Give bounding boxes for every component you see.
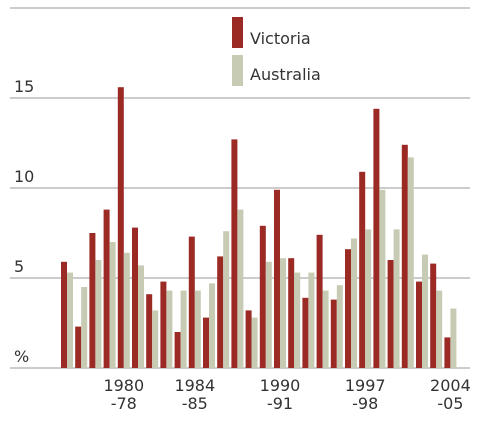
bar [203,317,209,368]
bar [138,265,144,368]
bar [209,283,215,368]
bar [231,139,238,368]
bar [436,290,443,368]
bar [401,144,408,368]
bar [152,310,159,368]
legend-label: Australia [250,65,321,84]
x-tick-label: 2004 -05 [430,376,471,413]
bar [322,290,329,368]
bar [75,326,82,368]
bar [302,297,309,368]
bar [81,287,88,368]
bar [422,254,428,368]
legend-swatch [232,17,243,48]
bar [95,260,102,368]
bar [294,272,301,368]
y-tick-label: 10 [14,167,34,186]
bar [259,225,266,368]
x-tick-label: 1990 -91 [259,376,301,413]
legend-swatch [232,55,243,86]
bar [430,263,437,368]
bar [103,209,110,368]
bar [345,249,351,368]
bar [188,236,195,368]
bar [274,189,280,368]
bar [174,332,181,368]
bar [109,242,116,368]
bar [316,234,323,368]
bar [223,231,230,368]
bar [117,87,124,368]
x-tick-label: 1997 -98 [344,376,386,413]
bar [245,310,252,368]
bar [194,290,201,368]
bar [373,108,380,369]
x-tick-label: 1984 -85 [174,376,216,413]
bar [379,189,386,368]
bar [336,285,343,368]
bar [416,281,422,368]
bar [237,209,244,368]
bar [280,258,286,368]
bar [89,233,96,368]
bar [308,272,315,368]
bar [251,317,258,368]
bar [450,308,457,368]
bar [123,252,130,368]
bar [288,258,295,368]
bar [387,260,394,368]
bar [160,281,167,368]
bar [265,261,272,368]
bar [359,171,366,368]
bar [146,294,153,368]
bar [217,256,224,368]
bar [365,229,372,368]
bar [330,299,337,368]
bar [407,157,414,368]
y-tick-label: 15 [14,77,34,96]
bar [166,290,173,368]
legend-label: Victoria [250,29,311,48]
bar [351,238,357,368]
bar [61,261,67,368]
y-tick-label: 5 [14,257,24,276]
bar [67,272,73,368]
bar [393,229,400,368]
x-tick-label: 1980 -78 [103,376,145,413]
bar [444,337,451,368]
bar [180,290,187,368]
bar [132,227,138,368]
y-tick-label: % [14,347,29,366]
